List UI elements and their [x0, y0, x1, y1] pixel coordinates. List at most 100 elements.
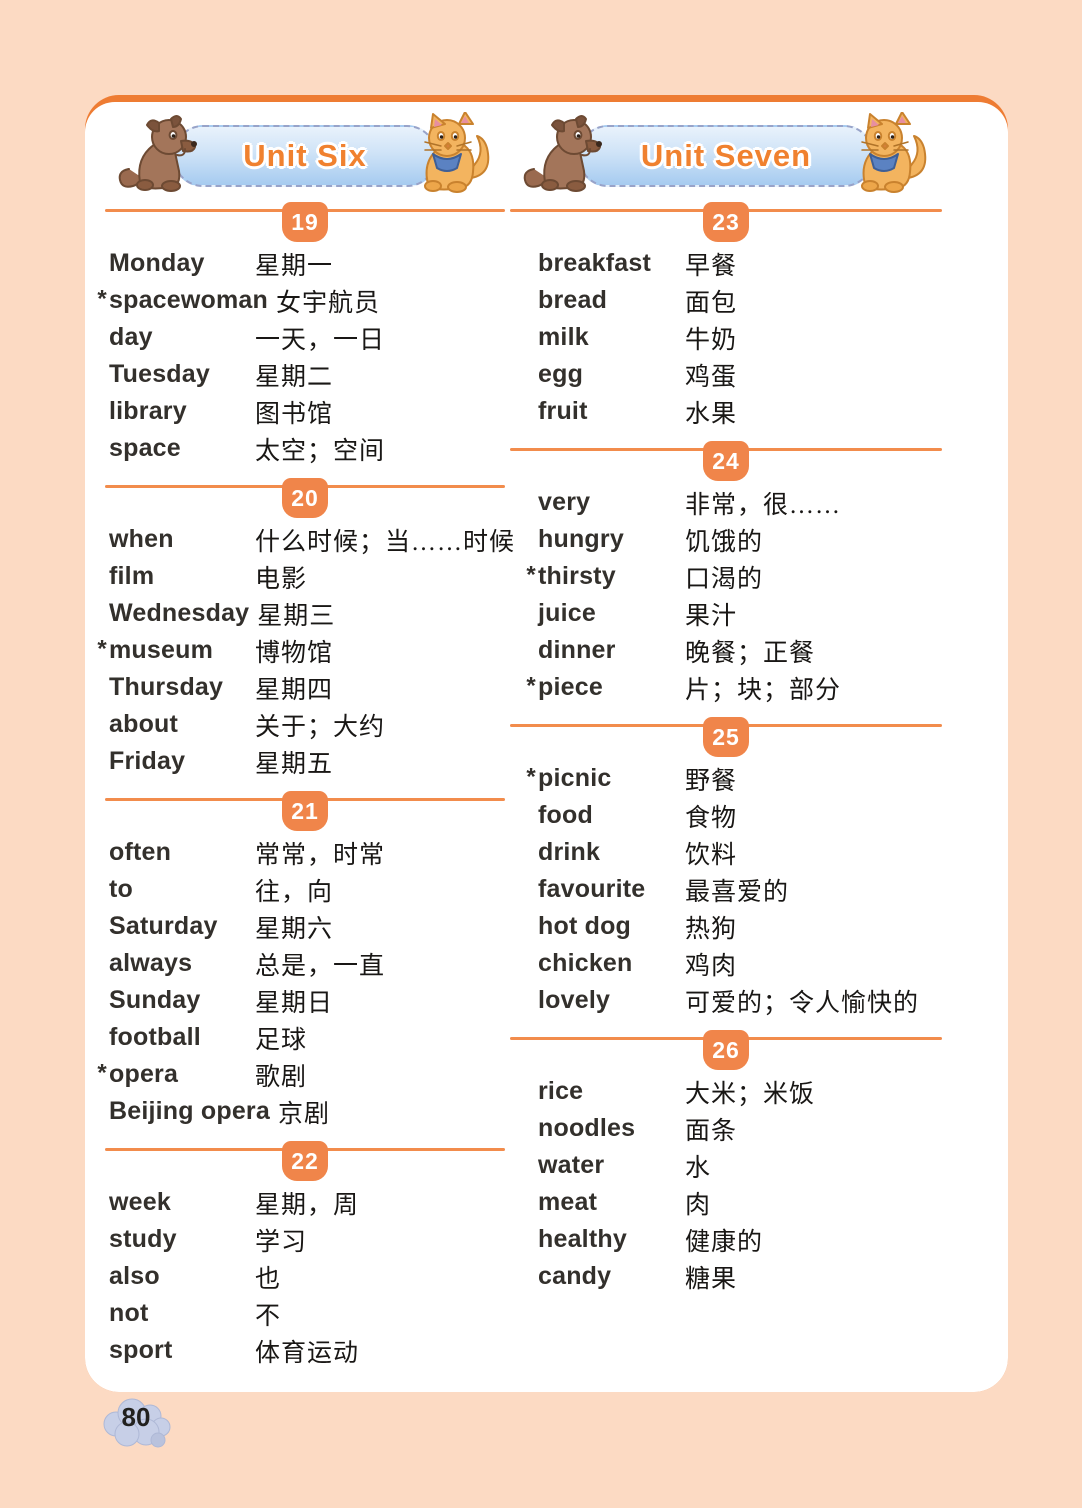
word-row: always 总是，一直: [105, 945, 505, 982]
word-row: * opera 歌剧: [97, 1056, 505, 1093]
english-word: piece: [538, 673, 603, 701]
english-word: fruit: [538, 397, 588, 425]
english-word: Monday: [109, 249, 205, 277]
cat-icon: [844, 110, 932, 201]
english-word: always: [109, 949, 193, 977]
word-row: study 学习: [105, 1221, 505, 1258]
chinese-meaning: 京剧: [277, 1100, 330, 1128]
chinese-meaning: 健康的: [685, 1228, 764, 1256]
english-word: week: [109, 1188, 171, 1216]
english-word: juice: [538, 599, 596, 627]
section-divider: 19: [105, 202, 505, 242]
word-row: favourite 最喜爱的: [510, 871, 942, 908]
section-number-badge: 21: [282, 791, 328, 831]
english-word: day: [109, 323, 153, 351]
english-word: about: [109, 710, 179, 738]
chinese-meaning: 体育运动: [255, 1339, 360, 1367]
english-word: often: [109, 838, 172, 866]
word-row: Beijing opera 京剧: [105, 1093, 505, 1130]
sections: 23 breakfast 早餐 bread 面包 milk 牛奶 egg 鸡蛋 …: [510, 202, 942, 1295]
word-row: food 食物: [510, 797, 942, 834]
chinese-meaning: 可爱的；令人愉快的: [685, 989, 920, 1017]
section-divider: 26: [510, 1030, 942, 1070]
english-word: not: [109, 1299, 149, 1327]
chinese-meaning: 女宇航员: [276, 289, 381, 317]
word-row: Thursday 星期四: [105, 669, 505, 706]
chinese-meaning: 晚餐；正餐: [685, 639, 816, 667]
word-row: chicken 鸡肉: [510, 945, 942, 982]
chinese-meaning: 肉: [685, 1191, 712, 1219]
word-row: Wednesday 星期三: [105, 595, 505, 632]
english-word: water: [538, 1151, 605, 1179]
chinese-meaning: 星期五: [255, 750, 334, 778]
chinese-meaning: 牛奶: [685, 326, 738, 354]
chinese-meaning: 水: [685, 1154, 712, 1182]
english-word: museum: [109, 636, 214, 664]
word-row: week 星期，周: [105, 1184, 505, 1221]
word-row: * picnic 野餐: [510, 760, 942, 797]
chinese-meaning: 糖果: [685, 1265, 738, 1293]
card-inner: Unit Six: [85, 102, 1008, 1392]
english-word: Saturday: [109, 912, 218, 940]
chinese-meaning: 不: [255, 1302, 282, 1330]
word-list: when 什么时候；当……时候 film 电影 Wednesday 星期三 * …: [97, 488, 514, 780]
english-word: noodles: [538, 1114, 636, 1142]
section-divider: 24: [510, 441, 942, 481]
english-word: also: [109, 1262, 160, 1290]
chinese-meaning: 片；块；部分: [685, 676, 842, 704]
word-row: milk 牛奶: [510, 319, 942, 356]
english-word: Friday: [109, 747, 186, 775]
dog-icon: [115, 114, 199, 198]
word-row: Friday 星期五: [105, 743, 505, 780]
chinese-meaning: 最喜爱的: [685, 878, 790, 906]
chinese-meaning: 星期，周: [255, 1191, 360, 1219]
word-row: fruit 水果: [510, 393, 942, 430]
unit-banner: Unit Seven: [578, 125, 874, 187]
chinese-meaning: 鸡蛋: [685, 363, 738, 391]
section-number-badge: 26: [703, 1030, 749, 1070]
chinese-meaning: 饥饿的: [685, 528, 764, 556]
unit-header: Unit Six: [115, 110, 495, 199]
unit-header: Unit Seven: [520, 110, 932, 201]
english-word: hot dog: [538, 912, 632, 940]
star-marker: *: [97, 284, 107, 312]
chinese-meaning: 星期六: [255, 915, 334, 943]
chinese-meaning: 食物: [685, 804, 738, 832]
word-row: healthy 健康的: [510, 1221, 942, 1258]
english-word: study: [109, 1225, 177, 1253]
section-number-badge: 24: [703, 441, 749, 481]
section-divider: 23: [510, 202, 942, 242]
english-word: Beijing opera: [109, 1097, 270, 1125]
dog-icon: [520, 114, 604, 198]
english-word: picnic: [538, 764, 612, 792]
english-word: opera: [109, 1060, 179, 1088]
word-row: about 关于；大约: [105, 706, 505, 743]
chinese-meaning: 星期四: [255, 676, 334, 704]
word-list: very 非常，很…… hungry 饥饿的 * thirsty 口渴的 jui…: [510, 451, 942, 706]
word-row: * museum 博物馆: [97, 632, 505, 669]
word-row: Monday 星期一: [105, 245, 505, 282]
unit-seven-column: Unit Seven: [510, 110, 942, 1295]
word-row: day 一天，一日: [105, 319, 505, 356]
section-divider: 25: [510, 717, 942, 757]
english-word: candy: [538, 1262, 612, 1290]
word-row: bread 面包: [510, 282, 942, 319]
english-word: space: [109, 434, 181, 462]
english-word: Sunday: [109, 986, 201, 1014]
word-row: hot dog 热狗: [510, 908, 942, 945]
word-list: breakfast 早餐 bread 面包 milk 牛奶 egg 鸡蛋 fru…: [510, 212, 942, 430]
chinese-meaning: 博物馆: [255, 639, 334, 667]
page-number: 80: [121, 1402, 151, 1432]
english-word: when: [109, 525, 174, 553]
section-number-badge: 25: [703, 717, 749, 757]
english-word: hungry: [538, 525, 624, 553]
section-number-badge: 23: [703, 202, 749, 242]
word-row: very 非常，很……: [510, 484, 942, 521]
english-word: to: [109, 875, 133, 903]
chinese-meaning: 学习: [255, 1228, 308, 1256]
english-word: chicken: [538, 949, 633, 977]
word-row: rice 大米；米饭: [510, 1073, 942, 1110]
word-section: 23 breakfast 早餐 bread 面包 milk 牛奶 egg 鸡蛋 …: [510, 202, 942, 430]
word-row: breakfast 早餐: [510, 245, 942, 282]
word-section: 24 very 非常，很…… hungry 饥饿的 * thirsty 口渴的 …: [510, 441, 942, 706]
